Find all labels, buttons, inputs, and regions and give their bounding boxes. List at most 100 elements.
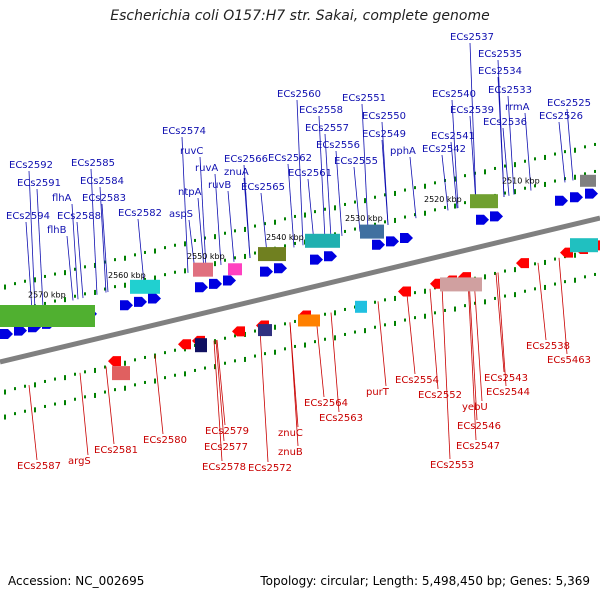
tick-mark (544, 259, 546, 265)
tick-mark (384, 220, 386, 224)
upper-gene-label: flhB (47, 225, 67, 236)
lower-gene-label: ECs2587 (17, 461, 61, 472)
forward-gene-arrow (476, 214, 489, 225)
upper-callout-line (307, 178, 315, 243)
tick-mark (554, 282, 556, 286)
lower-callout-line (216, 339, 226, 426)
tick-mark (374, 222, 376, 226)
tick-mark (464, 174, 466, 178)
lower-gene-label: ECs2577 (204, 442, 248, 453)
tick-mark (314, 210, 316, 214)
tick-mark (354, 330, 356, 334)
lower-callout-line (259, 329, 269, 463)
tick-mark (344, 307, 346, 311)
tick-mark (474, 301, 476, 305)
forward-gene-arrow (372, 239, 385, 250)
tick-mark (374, 195, 376, 199)
tick-mark (74, 372, 76, 376)
reverse-gene-arrow (560, 247, 573, 258)
lower-gene-label: ECs2547 (456, 441, 500, 452)
tick-mark (284, 322, 286, 326)
tick-mark (424, 210, 426, 216)
tick-mark (184, 371, 186, 377)
tick-mark (514, 162, 516, 168)
tick-mark (154, 248, 156, 254)
tick-mark (84, 265, 86, 269)
tick-mark (394, 320, 396, 326)
lower-gene-label: znuC (278, 428, 303, 439)
tick-mark (374, 300, 376, 304)
tick-mark (204, 236, 206, 240)
tick-mark (324, 207, 326, 211)
upper-gene-label: ECs2540 (432, 89, 476, 100)
tick-mark (334, 310, 336, 316)
forward-gene-arrow (386, 236, 399, 247)
upper-callout-line (507, 95, 515, 195)
reverse-gene-arrow (178, 339, 191, 350)
tick-mark (274, 219, 276, 225)
tick-mark (534, 157, 536, 161)
upper-gene-label: ECs2565 (241, 182, 285, 193)
tick-mark (244, 226, 246, 232)
tick-mark (64, 270, 66, 276)
upper-gene-label: ECs2555 (334, 156, 378, 167)
tick-mark (344, 332, 346, 336)
lower-gene-label: argS (68, 456, 91, 467)
upper-callout-line (469, 42, 477, 204)
tick-mark (194, 368, 196, 372)
tick-mark (534, 287, 536, 291)
upper-gene-label: aspS (169, 209, 193, 220)
tick-mark (424, 183, 426, 189)
tick-mark (194, 238, 196, 242)
tick-mark (174, 373, 176, 377)
tick-mark (394, 190, 396, 196)
tick-mark (54, 272, 56, 276)
tick-mark (184, 268, 186, 274)
tick-mark (44, 379, 46, 383)
lower-gene-label: ECs2543 (484, 373, 528, 384)
tick-mark (414, 316, 416, 320)
forward-gene-arrow (14, 325, 27, 336)
tick-mark (484, 169, 486, 175)
lower-gene-label: ECs2544 (486, 387, 530, 398)
genome-title: Escherichia coli O157:H7 str. Sakai, com… (110, 8, 490, 24)
tick-mark (124, 282, 126, 288)
feature-block (580, 174, 596, 187)
tick-mark (104, 390, 106, 394)
tick-mark (24, 409, 26, 413)
upper-gene-label: ECs2562 (268, 153, 312, 164)
forward-gene-arrow (134, 296, 147, 307)
upper-gene-label: ECs2539 (450, 105, 494, 116)
lower-callout-line (495, 272, 505, 373)
forward-gene-arrow (195, 282, 208, 293)
tick-mark (124, 385, 126, 391)
feature-block (258, 247, 286, 262)
tick-mark (544, 284, 546, 290)
tick-mark (44, 274, 46, 278)
scale-label: 2510 kbp (502, 177, 540, 186)
upper-callout-line (25, 221, 33, 311)
lower-gene-label: ECs2579 (205, 426, 249, 437)
tick-mark (144, 277, 146, 281)
forward-gene-arrow (324, 251, 337, 262)
feature-block (130, 279, 160, 294)
tick-mark (144, 250, 146, 254)
tick-mark (344, 229, 346, 233)
tick-mark (344, 202, 346, 206)
reverse-gene-arrow (108, 356, 121, 367)
upper-callout-line (181, 136, 189, 273)
tick-mark (254, 224, 256, 228)
tick-mark (284, 244, 286, 248)
tick-mark (394, 217, 396, 223)
tick-mark (384, 323, 386, 327)
gene-features (0, 174, 600, 381)
tick-mark (304, 342, 306, 348)
tick-mark (94, 367, 96, 373)
tick-mark (244, 253, 246, 259)
tick-mark (434, 208, 436, 212)
upper-callout-line (287, 163, 295, 248)
tick-mark (424, 288, 426, 294)
upper-gene-label: ECs2566 (224, 154, 268, 165)
tick-mark (234, 359, 236, 363)
tick-mark (364, 328, 366, 334)
